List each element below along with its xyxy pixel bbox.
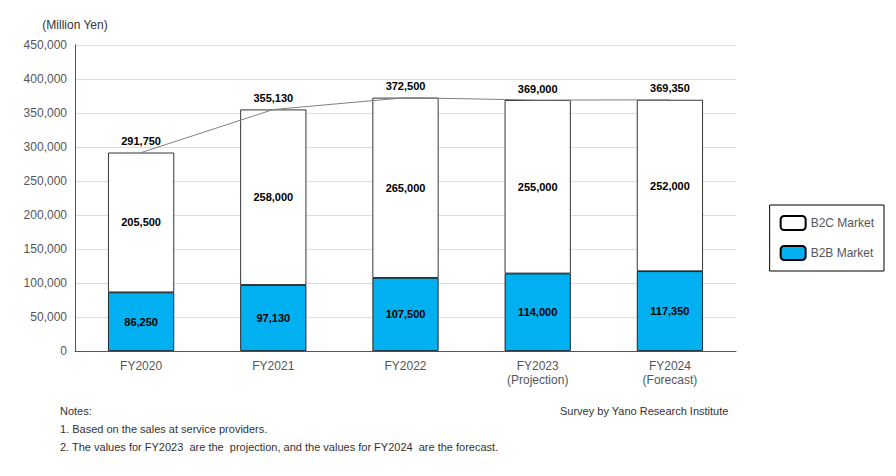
svg-text:255,000: 255,000 [518,181,558,193]
svg-text:355,130: 355,130 [253,92,293,104]
svg-text:300,000: 300,000 [24,140,68,154]
svg-text:97,130: 97,130 [256,312,290,324]
svg-text:(Forecast): (Forecast) [643,373,698,387]
svg-text:369,350: 369,350 [650,82,690,94]
svg-text:369,000: 369,000 [518,83,558,95]
svg-text:FY2022: FY2022 [384,359,426,373]
svg-text:250,000: 250,000 [24,174,68,188]
svg-text:117,350: 117,350 [650,305,689,317]
svg-text:0: 0 [60,344,67,358]
svg-text:FY2021: FY2021 [252,359,294,373]
svg-text:100,000: 100,000 [24,276,68,290]
svg-text:86,250: 86,250 [124,316,158,328]
svg-text:FY2023: FY2023 [517,359,559,373]
svg-text:372,500: 372,500 [386,80,426,92]
svg-text:200,000: 200,000 [24,208,68,222]
svg-text:258,000: 258,000 [253,191,293,203]
svg-text:150,000: 150,000 [24,242,68,256]
svg-text:(Projection): (Projection) [507,373,568,387]
svg-text:400,000: 400,000 [24,72,68,86]
svg-text:1. Based on the sales at servi: 1. Based on the sales at service provide… [60,423,267,435]
svg-text:350,000: 350,000 [24,106,68,120]
svg-text:2. The values for FY2023 are: 2. The values for FY2023 are the project… [60,441,498,453]
svg-text:(Million Yen): (Million Yen) [42,18,107,32]
svg-text:Survey by Yano Research Instit: Survey by Yano Research Institute [560,405,728,417]
svg-text:Notes:: Notes: [60,405,92,417]
svg-text:FY2020: FY2020 [120,359,162,373]
svg-text:205,500: 205,500 [121,216,161,228]
svg-text:291,750: 291,750 [121,135,161,147]
svg-text:265,000: 265,000 [386,182,426,194]
svg-text:114,000: 114,000 [518,306,557,318]
svg-text:B2C Market: B2C Market [811,216,875,230]
svg-text:B2B Market: B2B Market [811,246,874,260]
svg-text:FY2024: FY2024 [649,359,691,373]
svg-text:50,000: 50,000 [30,310,67,324]
svg-text:252,000: 252,000 [650,180,690,192]
svg-text:450,000: 450,000 [24,38,68,52]
svg-text:107,500: 107,500 [386,308,426,320]
